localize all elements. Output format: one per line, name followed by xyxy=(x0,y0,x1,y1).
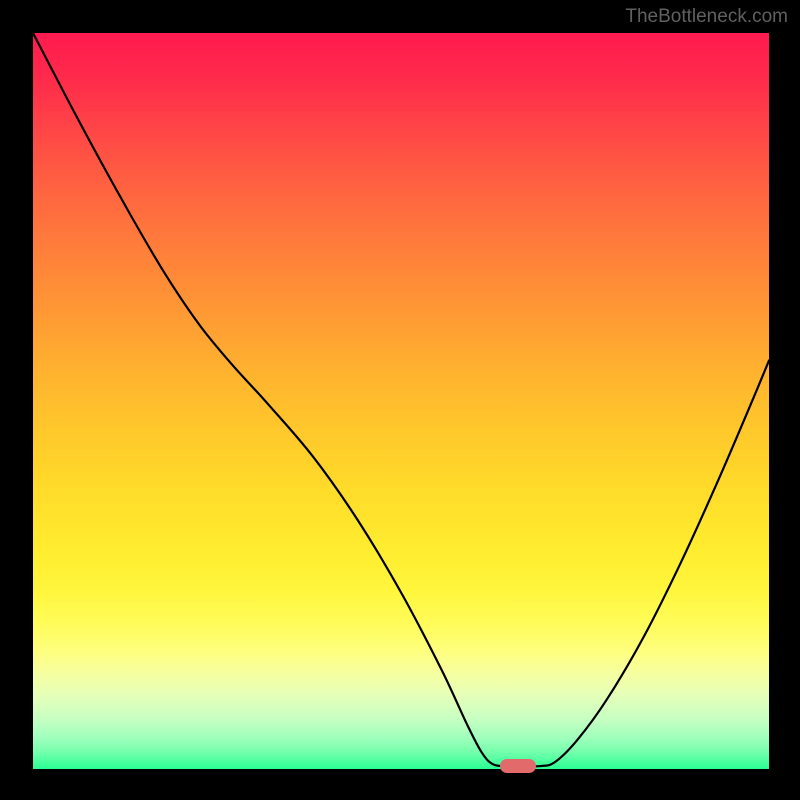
optimal-marker xyxy=(500,759,536,773)
watermark-text: TheBottleneck.com xyxy=(625,6,788,28)
bottleneck-curve xyxy=(33,33,769,769)
plot-frame xyxy=(32,32,768,768)
